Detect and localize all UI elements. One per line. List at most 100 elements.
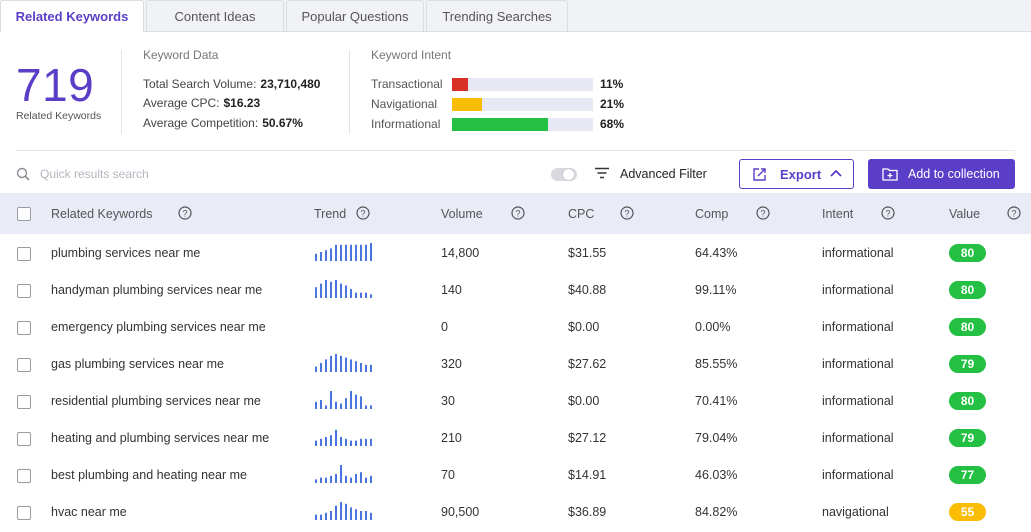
help-icon[interactable]: ? [881, 206, 895, 220]
keyword-cell[interactable]: residential plumbing services near me [51, 394, 261, 408]
tab-popular-questions[interactable]: Popular Questions [286, 0, 424, 31]
intent-pct-informational: 68% [600, 117, 625, 131]
trend-bar [340, 355, 342, 372]
svg-text:?: ? [1011, 209, 1016, 219]
keyword-cell[interactable]: hvac near me [51, 505, 127, 519]
trend-bar [370, 405, 372, 409]
svg-text:?: ? [885, 209, 890, 219]
row-checkbox[interactable] [17, 321, 31, 335]
trend-bar [340, 283, 342, 298]
advanced-filter-button[interactable]: Advanced Filter [620, 167, 707, 181]
volume-cell: 0 [441, 320, 448, 334]
svg-text:?: ? [515, 209, 520, 219]
total-volume-label: Total Search Volume: [143, 77, 257, 91]
column-header-trend[interactable]: Trend [314, 207, 347, 221]
row-checkbox[interactable] [17, 432, 31, 446]
trend-bar [365, 438, 367, 446]
keyword-count: 719 [16, 59, 95, 111]
table-row[interactable]: hvac near me 90,500 $36.89 84.82% naviga… [0, 494, 1031, 531]
table-row[interactable]: best plumbing and heating near me 70 $14… [0, 457, 1031, 494]
column-header-value[interactable]: Value [949, 207, 981, 221]
trend-bar [365, 477, 367, 483]
cpc-cell: $14.91 [568, 468, 607, 482]
keyword-cell[interactable]: heating and plumbing services near me [51, 431, 270, 445]
toggle-knob [563, 169, 574, 180]
column-header-cpc[interactable]: CPC [568, 207, 595, 221]
svg-text:?: ? [624, 209, 629, 219]
intent-pct-navigational: 21% [600, 97, 625, 111]
value-badge: 80 [949, 244, 986, 262]
column-header-intent[interactable]: Intent [822, 207, 854, 221]
trend-bar [355, 474, 357, 483]
cpc-cell: $36.89 [568, 505, 607, 519]
keyword-data-title: Keyword Data [143, 48, 219, 62]
total-search-volume: Total Search Volume: 23,710,480 [143, 77, 320, 91]
select-all-checkbox[interactable] [17, 207, 31, 221]
comp-cell: 79.04% [695, 431, 738, 445]
intent-bar-navigational [452, 98, 593, 111]
divider [121, 50, 122, 134]
help-icon[interactable]: ? [756, 206, 770, 220]
table-row[interactable]: residential plumbing services near me 30… [0, 383, 1031, 420]
volume-cell: 210 [441, 431, 462, 445]
intent-cell: informational [822, 468, 894, 482]
trend-sparkline [315, 354, 372, 372]
tab-bar: Related Keywords Content Ideas Popular Q… [0, 0, 1031, 32]
trend-bar [335, 354, 337, 372]
tab-content-ideas[interactable]: Content Ideas [146, 0, 284, 31]
intent-bar-informational [452, 118, 593, 131]
table-row[interactable]: plumbing services near me 14,800 $31.55 … [0, 235, 1031, 272]
tab-trending-searches[interactable]: Trending Searches [426, 0, 568, 31]
row-checkbox[interactable] [17, 358, 31, 372]
intent-cell: informational [822, 394, 894, 408]
keyword-cell[interactable]: plumbing services near me [51, 246, 201, 260]
quick-search-input[interactable] [40, 163, 300, 185]
trend-bar [335, 401, 337, 409]
svg-text:?: ? [360, 209, 365, 219]
trend-bar [325, 437, 327, 446]
row-checkbox[interactable] [17, 506, 31, 520]
keyword-cell[interactable]: best plumbing and heating near me [51, 468, 247, 482]
row-checkbox[interactable] [17, 469, 31, 483]
help-icon[interactable]: ? [178, 206, 192, 220]
volume-cell: 30 [441, 394, 455, 408]
main-panel: 719 Related Keywords Keyword Data Total … [0, 31, 1031, 532]
tab-related-keywords[interactable]: Related Keywords [0, 0, 144, 32]
keyword-cell[interactable]: handyman plumbing services near me [51, 283, 263, 297]
trend-bar [350, 359, 352, 372]
keyword-cell[interactable]: gas plumbing services near me [51, 357, 224, 371]
row-checkbox[interactable] [17, 247, 31, 261]
trend-sparkline [315, 429, 372, 446]
trend-bar [365, 405, 367, 409]
column-header-comp[interactable]: Comp [695, 207, 729, 221]
row-checkbox[interactable] [17, 284, 31, 298]
column-header-volume[interactable]: Volume [441, 207, 483, 221]
table-row[interactable]: gas plumbing services near me 320 $27.62… [0, 346, 1031, 383]
chevron-up-icon [830, 169, 842, 177]
volume-cell: 14,800 [441, 246, 480, 260]
table-row[interactable]: heating and plumbing services near me 21… [0, 420, 1031, 457]
trend-bar [360, 396, 362, 409]
help-icon[interactable]: ? [356, 206, 370, 220]
trend-bar [320, 400, 322, 409]
comp-cell: 64.43% [695, 246, 738, 260]
trend-bar [315, 479, 317, 483]
table-row[interactable]: emergency plumbing services near me 0 $0… [0, 309, 1031, 346]
add-to-collection-button[interactable]: Add to collection [868, 159, 1015, 189]
export-button[interactable]: Export [739, 159, 854, 189]
help-icon[interactable]: ? [1007, 206, 1021, 220]
filter-icon[interactable] [595, 167, 609, 179]
trend-bar [315, 366, 317, 372]
help-icon[interactable]: ? [620, 206, 634, 220]
table-row[interactable]: handyman plumbing services near me 140 $… [0, 272, 1031, 309]
row-checkbox[interactable] [17, 395, 31, 409]
comp-cell: 84.82% [695, 505, 738, 519]
keyword-cell[interactable]: emergency plumbing services near me [51, 320, 266, 334]
intent-cell: informational [822, 320, 894, 334]
add-folder-icon [882, 168, 898, 181]
keyword-intent-title: Keyword Intent [371, 48, 452, 62]
column-header-keywords[interactable]: Related Keywords [51, 207, 153, 221]
trend-bar [315, 287, 317, 298]
filter-toggle[interactable] [551, 168, 577, 181]
help-icon[interactable]: ? [511, 206, 525, 220]
